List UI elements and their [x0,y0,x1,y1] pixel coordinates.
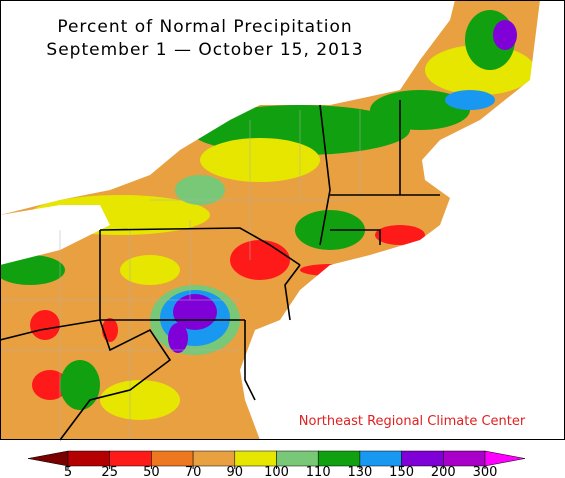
field [102,318,118,342]
map-title: Percent of Normal Precipitation [57,17,352,37]
legend-swatch [401,450,444,467]
field [0,255,65,285]
legend-swatch [359,450,402,467]
legend-swatch [109,450,152,467]
legend-swatch [27,450,69,467]
legend-tick-label: 50 [143,465,160,478]
canada-lake-ontario [0,0,455,215]
legend-swatch [443,450,486,467]
field [493,20,517,50]
field [120,255,180,285]
field [230,240,290,280]
legend-swatch [484,450,526,467]
county-line [0,110,361,440]
field [375,225,425,245]
county-lines [0,110,361,440]
map-subtitle: September 1 — October 15, 2013 [46,40,363,60]
ny-pa-border [99,227,301,266]
field [100,380,180,420]
de-md-border [244,320,256,401]
field [175,175,225,205]
nj-border [284,264,301,321]
legend-swatch [317,450,361,467]
field [200,138,320,182]
legend-tick-label: 5 [64,465,72,478]
new-england-borders [330,100,440,245]
field [32,370,68,400]
legend-swatch [234,450,277,467]
legend-tick-label: 110 [306,465,331,478]
atlantic [240,0,565,440]
legend-swatch [151,450,194,467]
lake-erie [0,205,110,265]
map [0,0,565,441]
ny-vt-border [319,104,331,246]
field [173,294,217,330]
legend-tick-label: 25 [101,465,118,478]
credit: Northeast Regional Climate Center [299,414,526,429]
water [0,0,565,440]
field [30,310,60,340]
legend-swatch [67,450,110,467]
legend-tick-label: 130 [347,465,372,478]
legend-swatch [276,450,319,467]
legend-tick-label: 150 [389,465,414,478]
legend-tick-label: 70 [185,465,202,478]
legend-tick-label: 90 [227,465,244,478]
precipitation-fields [0,10,535,420]
legend-swatch [192,450,236,467]
state-borders [0,100,440,441]
legend-tick-label: 100 [264,465,289,478]
field [168,323,188,353]
field [445,90,495,110]
wv-border [0,319,172,441]
legend-tick-label: 200 [431,465,456,478]
legend-tick-label: 300 [473,465,498,478]
legend: 5 25 50 70 90 100 110 130 150 200 300 [27,450,526,478]
field [60,360,100,410]
